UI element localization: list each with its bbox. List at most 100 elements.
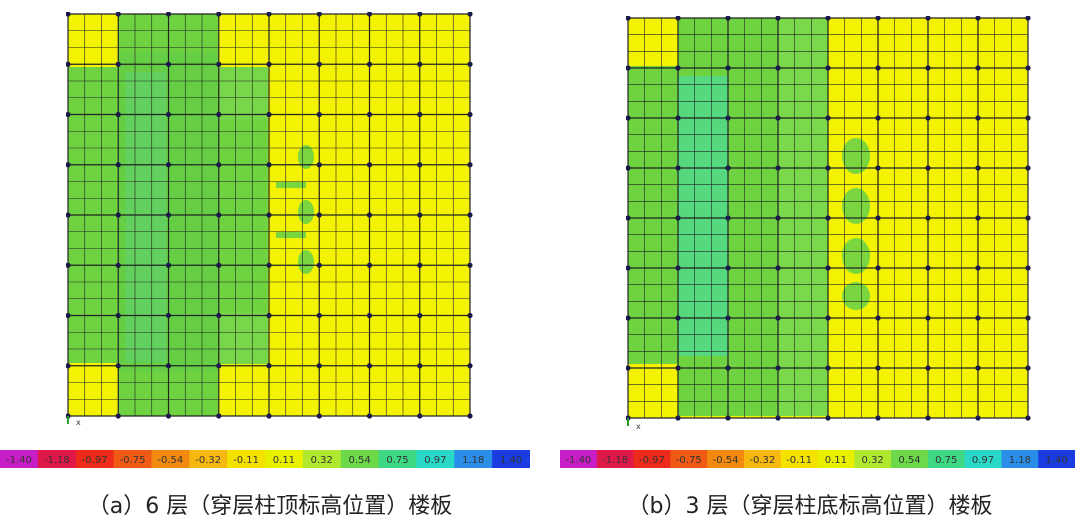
- colorbar-swatch: [707, 450, 745, 468]
- colorbar-tick-label: -1.18: [44, 455, 70, 466]
- grid-node: [775, 115, 781, 121]
- grid-node: [725, 415, 731, 421]
- grid-node: [925, 315, 931, 321]
- colorbar-tick-label: 1.18: [462, 455, 484, 466]
- grid-node: [66, 111, 71, 118]
- grid-node: [467, 312, 473, 319]
- grid-node: [216, 262, 222, 268]
- grid-node: [165, 162, 172, 168]
- grid-node: [925, 165, 931, 171]
- colorbar-swatch: [927, 450, 966, 468]
- colorbar-tick-label: 1.18: [1009, 455, 1031, 466]
- grid-node: [216, 61, 222, 67]
- grid-node: [417, 413, 423, 419]
- grid-node: [366, 111, 373, 118]
- colorbar-tick-label: 0.54: [898, 455, 920, 466]
- grid-node: [1025, 115, 1031, 121]
- grid-node: [725, 315, 731, 321]
- contour-plot-6f: [66, 12, 478, 427]
- grid-node: [875, 215, 881, 221]
- grid-node: [775, 16, 781, 21]
- grid-node: [216, 363, 222, 369]
- colorbar-tick-label: 0.32: [862, 455, 884, 466]
- grid-node: [417, 111, 423, 118]
- grid-node: [266, 61, 272, 67]
- grid-node: [66, 312, 71, 319]
- colorbar-tick-label: -1.40: [6, 455, 32, 466]
- grid-node: [1025, 365, 1031, 371]
- grid-node: [165, 12, 172, 17]
- grid-node: [165, 111, 172, 118]
- colorbar: -1.40 -1.18 -0.97 -0.75 -0.54 -0.32 -0.11 0.11 0…: [0, 450, 530, 468]
- grid-node: [875, 315, 881, 321]
- grid-node: [626, 165, 631, 171]
- grid-node: [626, 115, 631, 121]
- colorbar-tick-label: 0.32: [311, 455, 333, 466]
- grid-node: [266, 262, 272, 268]
- colorbar-tick-label: -0.97: [82, 455, 108, 466]
- colorbar-tick-label: 0.97: [424, 455, 446, 466]
- grid-node: [925, 365, 931, 371]
- grid-node: [975, 215, 981, 221]
- grid-node: [775, 265, 781, 271]
- colorbar-swatch: [378, 450, 417, 468]
- grid-node: [775, 165, 781, 171]
- grid-node: [875, 415, 881, 421]
- colorbar-swatch: [1001, 450, 1039, 468]
- grid-node: [1025, 415, 1031, 421]
- grid-node: [675, 365, 681, 371]
- grid-node: [66, 61, 71, 67]
- grid-node: [1025, 265, 1031, 271]
- grid-node: [775, 415, 781, 421]
- grid-node: [366, 312, 373, 319]
- grid-node: [366, 212, 373, 218]
- colorbar-swatch: [265, 450, 304, 468]
- colorbar-tick-label: -0.54: [157, 455, 183, 466]
- colorbar-swatch: [454, 450, 493, 468]
- grid-node: [417, 61, 423, 67]
- colorbar-tick-label: -0.32: [195, 455, 221, 466]
- colorbar-swatch: [560, 450, 598, 468]
- grid-node: [1025, 65, 1031, 71]
- colorbar-tick-label: -0.75: [676, 455, 702, 466]
- grid-node: [266, 212, 272, 218]
- colorbar-swatch: [1038, 450, 1075, 468]
- grid-node: [775, 215, 781, 221]
- colorbar-swatch: [75, 450, 115, 468]
- grid-node: [216, 111, 222, 118]
- grid-node: [675, 115, 681, 121]
- grid-node: [316, 61, 322, 67]
- grid-node: [66, 262, 71, 268]
- grid-node: [725, 115, 731, 121]
- grid-node: [675, 165, 681, 171]
- grid-node: [417, 162, 423, 168]
- colorbar-tick-label: 0.75: [935, 455, 957, 466]
- grid-node: [626, 365, 631, 371]
- grid-node: [316, 262, 322, 268]
- colorbar-tick-label: 1.40: [1045, 455, 1067, 466]
- grid-node: [1025, 215, 1031, 221]
- grid-node: [66, 212, 71, 218]
- grid-node: [925, 65, 931, 71]
- grid-node: [825, 115, 831, 121]
- grid-node: [266, 111, 272, 118]
- grid-node: [725, 265, 731, 271]
- colorbar-swatch: [670, 450, 708, 468]
- grid-node: [975, 16, 981, 21]
- grid-node: [115, 413, 121, 419]
- grid-node: [66, 363, 71, 369]
- grid-node: [115, 363, 121, 369]
- grid-node: [725, 65, 731, 71]
- grid-node: [417, 363, 423, 369]
- colorbar-tick-label: 0.97: [972, 455, 994, 466]
- colorbar-swatch: [743, 450, 782, 468]
- grid-node: [825, 415, 831, 421]
- grid-node: [975, 65, 981, 71]
- grid-node: [467, 413, 473, 419]
- grid-node: [66, 162, 71, 168]
- grid-node: [975, 265, 981, 271]
- grid-node: [366, 162, 373, 168]
- grid-node: [626, 315, 631, 321]
- grid-node: [316, 12, 322, 17]
- grid-node: [875, 365, 881, 371]
